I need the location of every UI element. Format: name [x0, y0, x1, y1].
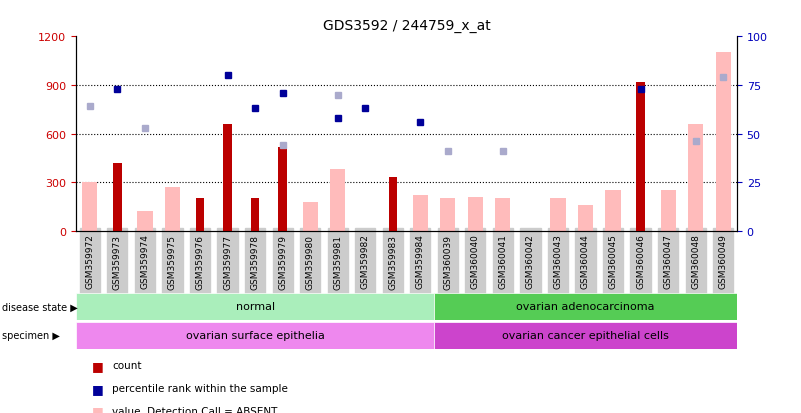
- Text: ■: ■: [92, 382, 104, 395]
- Bar: [165, 188, 180, 231]
- Text: value, Detection Call = ABSENT: value, Detection Call = ABSENT: [112, 406, 277, 413]
- Text: normal: normal: [235, 301, 275, 312]
- Text: ovarian cancer epithelial cells: ovarian cancer epithelial cells: [502, 330, 669, 341]
- Bar: [606, 191, 621, 231]
- Bar: [251, 199, 260, 231]
- Bar: [388, 178, 397, 231]
- Bar: [495, 199, 510, 231]
- Text: ovarian surface epithelia: ovarian surface epithelia: [186, 330, 324, 341]
- Bar: [550, 199, 566, 231]
- Text: ovarian adenocarcinoma: ovarian adenocarcinoma: [516, 301, 654, 312]
- Bar: [434, 322, 737, 349]
- Text: specimen ▶: specimen ▶: [2, 330, 59, 341]
- Bar: [441, 199, 456, 231]
- Bar: [76, 293, 434, 320]
- Bar: [303, 202, 318, 231]
- Bar: [715, 53, 731, 231]
- Bar: [279, 147, 287, 231]
- Title: GDS3592 / 244759_x_at: GDS3592 / 244759_x_at: [323, 19, 490, 33]
- Bar: [468, 197, 483, 231]
- Bar: [434, 293, 737, 320]
- Text: disease state ▶: disease state ▶: [2, 301, 78, 312]
- Bar: [76, 322, 434, 349]
- Bar: [83, 183, 98, 231]
- Text: count: count: [112, 361, 142, 370]
- Text: ■: ■: [92, 359, 104, 372]
- Bar: [688, 125, 703, 231]
- Bar: [113, 164, 122, 231]
- Bar: [636, 83, 645, 231]
- Bar: [661, 191, 676, 231]
- Bar: [578, 205, 593, 231]
- Bar: [137, 212, 152, 231]
- Text: ■: ■: [92, 404, 104, 413]
- Text: percentile rank within the sample: percentile rank within the sample: [112, 383, 288, 393]
- Bar: [195, 199, 204, 231]
- Bar: [223, 125, 231, 231]
- Bar: [413, 196, 428, 231]
- Bar: [330, 170, 345, 231]
